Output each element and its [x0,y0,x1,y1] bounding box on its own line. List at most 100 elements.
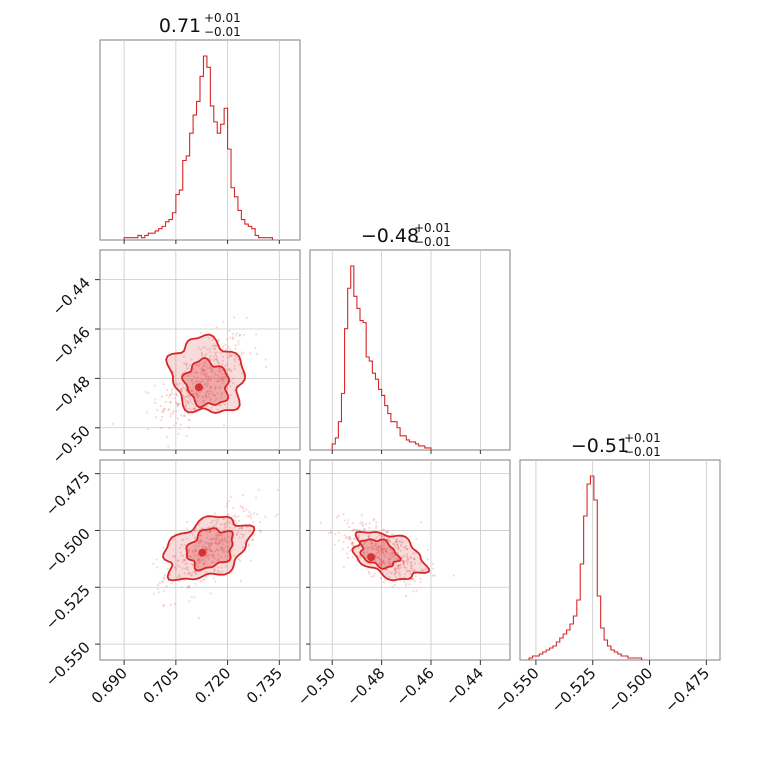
histogram-0-steps [123,55,273,240]
scatter-point [215,523,218,526]
scatter-point [175,393,178,396]
scatter-point [403,572,407,575]
scatter-point [202,399,205,402]
scatter-point [380,559,383,562]
scatter-point [406,555,409,558]
scatter-point [191,533,194,536]
scatter-point [187,402,190,405]
scatter-point [356,528,359,531]
scatter-point [226,363,229,366]
scatter-point [346,546,350,549]
scatter-point [391,551,394,554]
scatter-point [405,566,408,570]
panel-pair-2-0-frame [99,459,301,661]
scatter-point [187,367,190,370]
scatter-point [377,556,380,559]
scatter-point [240,527,243,530]
scatter-point [220,393,223,396]
scatter-point [397,566,400,569]
scatter-point [228,329,231,332]
scatter-point [187,572,190,576]
scatter-point [212,537,215,541]
scatter-point [210,543,213,546]
scatter-point [207,376,210,379]
scatter-point [187,426,190,429]
scatter-point [217,536,220,539]
scatter-point [232,506,235,510]
scatter-point [167,395,170,399]
scatter-point [184,386,187,390]
scatter-point [224,540,227,543]
scatter-point [184,401,187,404]
scatter-point [383,562,386,566]
scatter-point [197,542,200,545]
scatter-point [179,423,182,426]
scatter-point [410,561,413,565]
scatter-point [197,544,200,548]
scatter-point [249,513,253,516]
scatter-point [207,542,210,546]
scatter-point [199,560,202,564]
scatter-point [194,549,197,553]
scatter-point [221,355,225,358]
scatter-point [203,374,206,377]
scatter-point [210,406,213,409]
scatter-point [411,577,415,580]
scatter-point [203,547,207,550]
scatter-point [342,565,345,569]
scatter-point [363,541,367,544]
scatter-point [257,488,260,491]
scatter-point [223,536,226,539]
scatter-point [236,332,239,335]
scatter-point [398,570,401,573]
scatter-point [195,371,199,374]
scatter-point [233,364,236,368]
scatter-point [342,512,345,515]
scatter-point [221,359,225,363]
scatter-point [404,545,407,548]
scatter-point [240,351,243,354]
scatter-point [403,546,406,549]
scatter-point [405,569,408,572]
scatter-point [327,531,330,534]
scatter-point [408,570,411,573]
scatter-point [147,391,150,394]
scatter-point [382,528,386,532]
scatter-point [402,563,405,566]
scatter-point [158,591,161,594]
scatter-point [235,356,238,359]
scatter-point [156,566,159,569]
scatter-point [334,533,337,536]
scatter-point [226,386,229,389]
scatter-point [228,526,231,529]
scatter-point [210,367,214,370]
scatter-point [380,561,384,565]
scatter-point [387,556,390,559]
scatter-point [168,400,172,404]
scatter-point [178,565,181,568]
scatter-point [176,383,179,387]
scatter-point [204,377,207,380]
scatter-point [189,555,192,559]
histogram-0-title: 0.71 [159,15,201,37]
scatter-point [379,558,382,561]
scatter-point [162,383,165,386]
scatter-point [366,552,369,555]
scatter-point [211,393,214,396]
scatter-point [333,543,337,546]
scatter-point [394,546,397,549]
scatter-point [381,544,384,547]
scatter-point [214,344,218,347]
scatter-point [176,563,180,566]
scatter-point [219,351,222,355]
scatter-point [213,512,216,515]
scatter-point [183,572,186,575]
scatter-point [220,539,224,542]
scatter-point [365,556,368,559]
scatter-point [255,496,258,499]
scatter-point [196,558,200,562]
scatter-point [190,389,193,392]
scatter-point [169,401,173,404]
scatter-point [209,354,212,358]
scatter-point [199,534,202,537]
